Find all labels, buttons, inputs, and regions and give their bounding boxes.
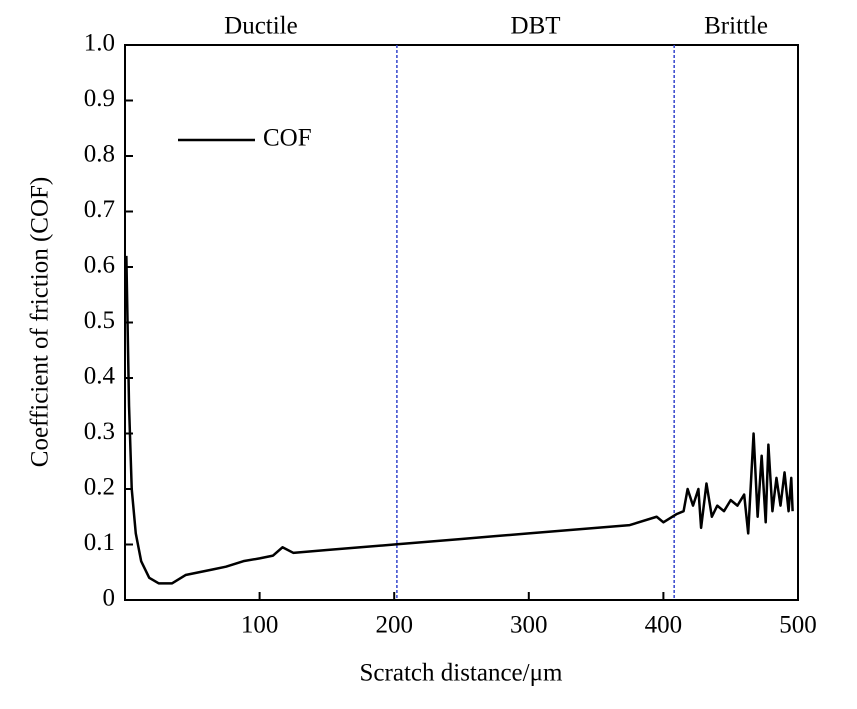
x-tick-label: 300 [510,612,548,639]
x-tick-label: 100 [241,612,279,639]
x-axis-label: Scratch distance/μm [360,660,563,687]
y-tick-label: 0.2 [84,474,115,501]
plot-frame [124,44,799,601]
cof-line [125,255,794,585]
x-tick-label: 500 [779,612,817,639]
legend-label: COF [263,125,312,152]
region-label: Ductile [224,13,298,40]
y-tick-label: 1.0 [84,30,115,57]
region-label: Brittle [704,13,768,40]
y-tick-label: 0.7 [84,196,115,223]
y-tick-label: 0.3 [84,418,115,445]
x-tick-label: 200 [375,612,413,639]
y-tick-label: 0.6 [84,252,115,279]
y-tick-label: 0 [103,585,116,612]
y-axis-label: Coefficient of friction (COF) [27,177,54,467]
region-label: DBT [511,13,561,40]
y-tick-label: 0.9 [84,85,115,112]
y-tick-label: 0.8 [84,141,115,168]
y-tick-label: 0.5 [84,307,115,334]
y-tick-label: 0.1 [84,529,115,556]
y-tick-label: 0.4 [84,363,116,390]
x-tick-label: 400 [645,612,683,639]
